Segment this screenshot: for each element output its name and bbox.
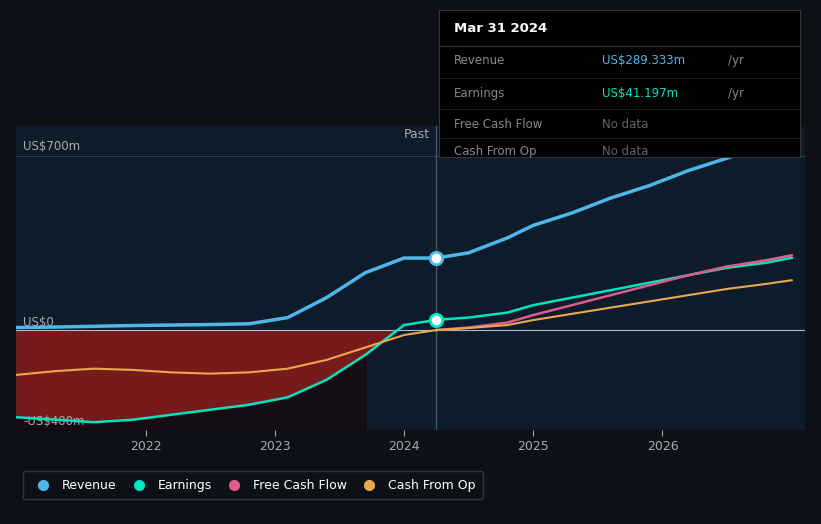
Text: No data: No data [602, 117, 648, 130]
Text: -US$400m: -US$400m [23, 416, 85, 429]
Text: Free Cash Flow: Free Cash Flow [454, 117, 542, 130]
Text: Cash From Op: Cash From Op [454, 146, 536, 158]
Text: Earnings: Earnings [454, 87, 505, 100]
Legend: Revenue, Earnings, Free Cash Flow, Cash From Op: Revenue, Earnings, Free Cash Flow, Cash … [23, 472, 483, 499]
Text: Revenue: Revenue [454, 54, 505, 68]
Text: No data: No data [602, 146, 648, 158]
Text: US$700m: US$700m [23, 140, 80, 153]
Text: /yr: /yr [728, 54, 744, 68]
Text: Analysts Forecasts: Analysts Forecasts [443, 128, 559, 141]
Text: US$41.197m: US$41.197m [602, 87, 678, 100]
Text: US$289.333m: US$289.333m [602, 54, 685, 68]
Text: /yr: /yr [728, 87, 744, 100]
Text: Mar 31 2024: Mar 31 2024 [454, 22, 547, 35]
Text: Past: Past [404, 128, 430, 141]
Text: US$0: US$0 [23, 316, 53, 329]
